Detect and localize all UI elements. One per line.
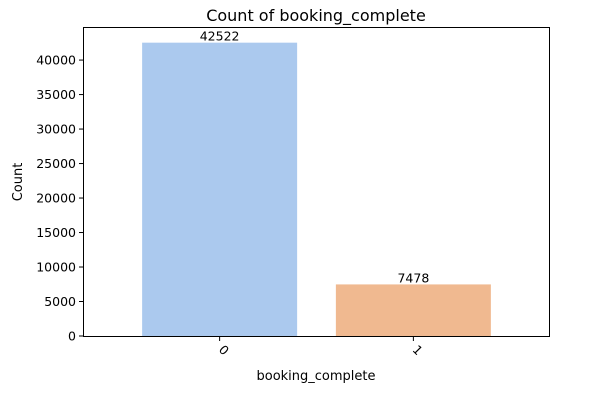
y-tick-label: 5000 [44,294,76,309]
y-tick-label: 15000 [36,225,76,240]
y-axis-label: Count [11,163,26,202]
y-tick-label: 10000 [36,260,76,275]
bar-value-label: 7478 [397,270,429,285]
y-tick-label: 30000 [36,122,76,137]
plot-frame [83,27,550,337]
x-tick-label: 1 [410,342,426,358]
bars-layer: 42522 7478 [142,29,491,337]
y-tick-label: 35000 [36,87,76,102]
y-tick-label: 0 [68,329,76,344]
x-tick-label: 0 [216,342,232,358]
bar-0 [142,42,298,337]
y-tick-label: 40000 [36,53,76,68]
bar-value-label: 42522 [200,29,240,44]
ticks-layer: 0 5000 10000 15000 20000 25000 30000 35000 40000… [36,53,426,359]
x-axis-label: booking_complete [256,369,375,384]
y-tick-label: 20000 [36,191,76,206]
bar-1 [335,284,491,336]
y-tick-label: 25000 [36,156,76,171]
chart-title: Count of booking_complete [206,6,426,26]
